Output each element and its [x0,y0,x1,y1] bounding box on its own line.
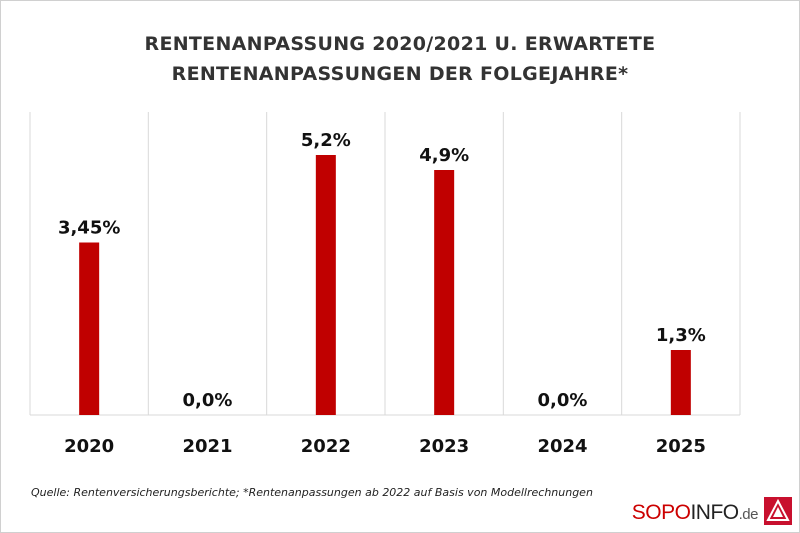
x-tick-label-2025: 2025 [656,436,706,457]
chart-title-line-2: RENTENANPASSUNGEN DER FOLGEJAHRE* [171,63,629,85]
data-label-2023: 4,9% [419,145,469,166]
x-tick-label-2024: 2024 [537,436,587,457]
bar-2025 [670,350,691,415]
x-tick-label-2020: 2020 [64,436,114,457]
x-tick-label-2021: 2021 [182,436,232,457]
sopoinfo-logo: SOPOINFO.de [632,497,792,525]
data-label-2025: 1,3% [656,325,706,346]
bar-2022 [315,155,336,415]
data-label-2022: 5,2% [301,130,351,151]
logo-text-sopo: SOPO [631,501,691,524]
logo-text-info: INFO [690,501,739,524]
logo-text-tld: .de [738,506,759,523]
bar-2023 [434,170,455,415]
data-label-2021: 0,0% [183,390,233,411]
bar-2020 [79,242,100,415]
ig-metall-logo-icon [764,497,792,525]
x-tick-label-2023: 2023 [419,436,469,457]
data-label-2020: 3,45% [58,218,120,239]
data-label-2024: 0,0% [538,390,588,411]
source-note: Quelle: Rentenversicherungsberichte; *Re… [31,486,593,499]
chart-title-line-1: RENTENANPASSUNG 2020/2021 U. ERWARTETE [144,33,656,55]
x-tick-label-2022: 2022 [301,436,351,457]
